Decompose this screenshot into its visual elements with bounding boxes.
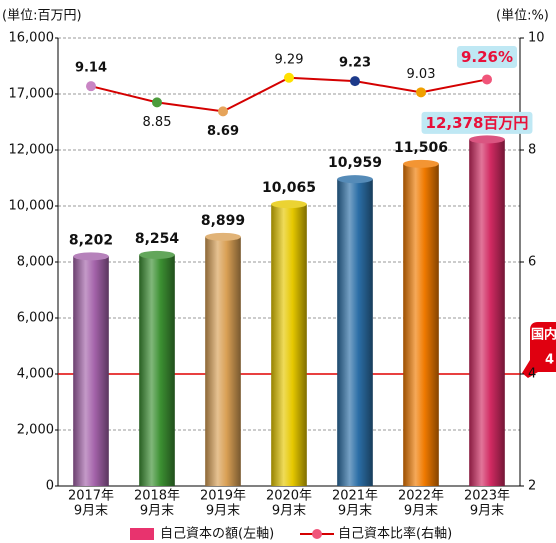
value-label: 11,506 [394, 140, 448, 156]
bar [337, 179, 373, 486]
x-tick-label: 9月末 [338, 504, 372, 519]
y-tick-label: 0 [46, 479, 54, 494]
line-point [152, 97, 162, 108]
y2-tick-label: 6 [528, 255, 536, 270]
legend-label: 自己資本の額(左軸) [160, 527, 274, 542]
value-label: 8.85 [143, 115, 172, 130]
value-label: 9.26% [461, 48, 513, 66]
x-tick-label: 9月末 [206, 504, 240, 519]
value-label: 9.14 [75, 61, 107, 76]
callout-text: 国内 [531, 327, 556, 343]
y-tick-label: 6,000 [17, 311, 54, 326]
y2-tick-label: 8 [528, 143, 536, 158]
callout-bubble [522, 322, 556, 378]
x-tick-label: 9月末 [74, 504, 108, 519]
bar-top [73, 252, 109, 261]
x-tick-label: 2021年 [332, 489, 378, 504]
bar-top [205, 232, 241, 241]
bar [139, 254, 175, 486]
line [90, 76, 488, 113]
bar [403, 163, 439, 486]
y-axis-label: (単位:百万円) [2, 8, 82, 24]
y-tick-label: 2,000 [17, 423, 54, 438]
legend-swatch [130, 528, 154, 540]
bar-top [469, 135, 505, 144]
y2-tick-label: 2 [528, 479, 536, 494]
line-point [86, 81, 96, 92]
y-tick-label: 17,000 [9, 87, 55, 102]
value-label: 10,959 [328, 155, 382, 171]
line-point [416, 87, 426, 98]
value-label: 8,202 [69, 232, 113, 248]
label-highlight [421, 111, 533, 134]
bar-top [271, 200, 307, 209]
bar-top [403, 159, 439, 168]
bar [469, 139, 505, 486]
value-label: 9.29 [275, 52, 304, 67]
x-tick-label: 2019年 [200, 489, 246, 504]
bar [73, 256, 109, 486]
x-tick-label: 9月末 [272, 504, 306, 519]
value-label: 9.23 [339, 56, 371, 71]
y-tick-label: 12,000 [9, 143, 55, 158]
y2-axis-label: (単位:%) [496, 8, 549, 24]
y-tick-label: 4,000 [17, 367, 54, 382]
label-highlight [456, 45, 518, 68]
x-tick-label: 9月末 [404, 504, 438, 519]
x-tick-label: 2017年 [68, 489, 114, 504]
y-tick-label: 8,000 [17, 255, 54, 270]
value-label: 9.03 [407, 67, 436, 82]
value-label: 8,254 [135, 231, 180, 247]
y-tick-label: 10,000 [9, 199, 55, 214]
x-tick-label: 9月末 [470, 504, 504, 519]
x-tick-label: 9月末 [140, 504, 174, 519]
line-point [218, 106, 228, 117]
value-label: 8.69 [207, 124, 239, 139]
bar-top [139, 250, 175, 259]
value-label: 12,378百万円 [426, 114, 529, 132]
line-point [482, 74, 492, 85]
value-label: 10,065 [262, 180, 316, 196]
y-tick-label: 16,000 [9, 31, 55, 46]
y2-tick-label: 10 [528, 31, 545, 46]
callout-text: 4 [545, 353, 554, 368]
x-tick-label: 2020年 [266, 489, 312, 504]
x-tick-label: 2018年 [134, 489, 180, 504]
value-label: 8,899 [201, 213, 245, 229]
bar-top [337, 175, 373, 184]
line-point [284, 72, 294, 83]
bar [205, 236, 241, 486]
y2-tick-label: 4 [528, 367, 536, 382]
line-point [350, 76, 360, 87]
legend-label: 自己資本比率(右軸) [338, 526, 452, 542]
x-tick-label: 2022年 [398, 489, 444, 504]
legend-marker [312, 529, 322, 539]
x-tick-label: 2023年 [464, 489, 510, 504]
bar [271, 204, 307, 486]
